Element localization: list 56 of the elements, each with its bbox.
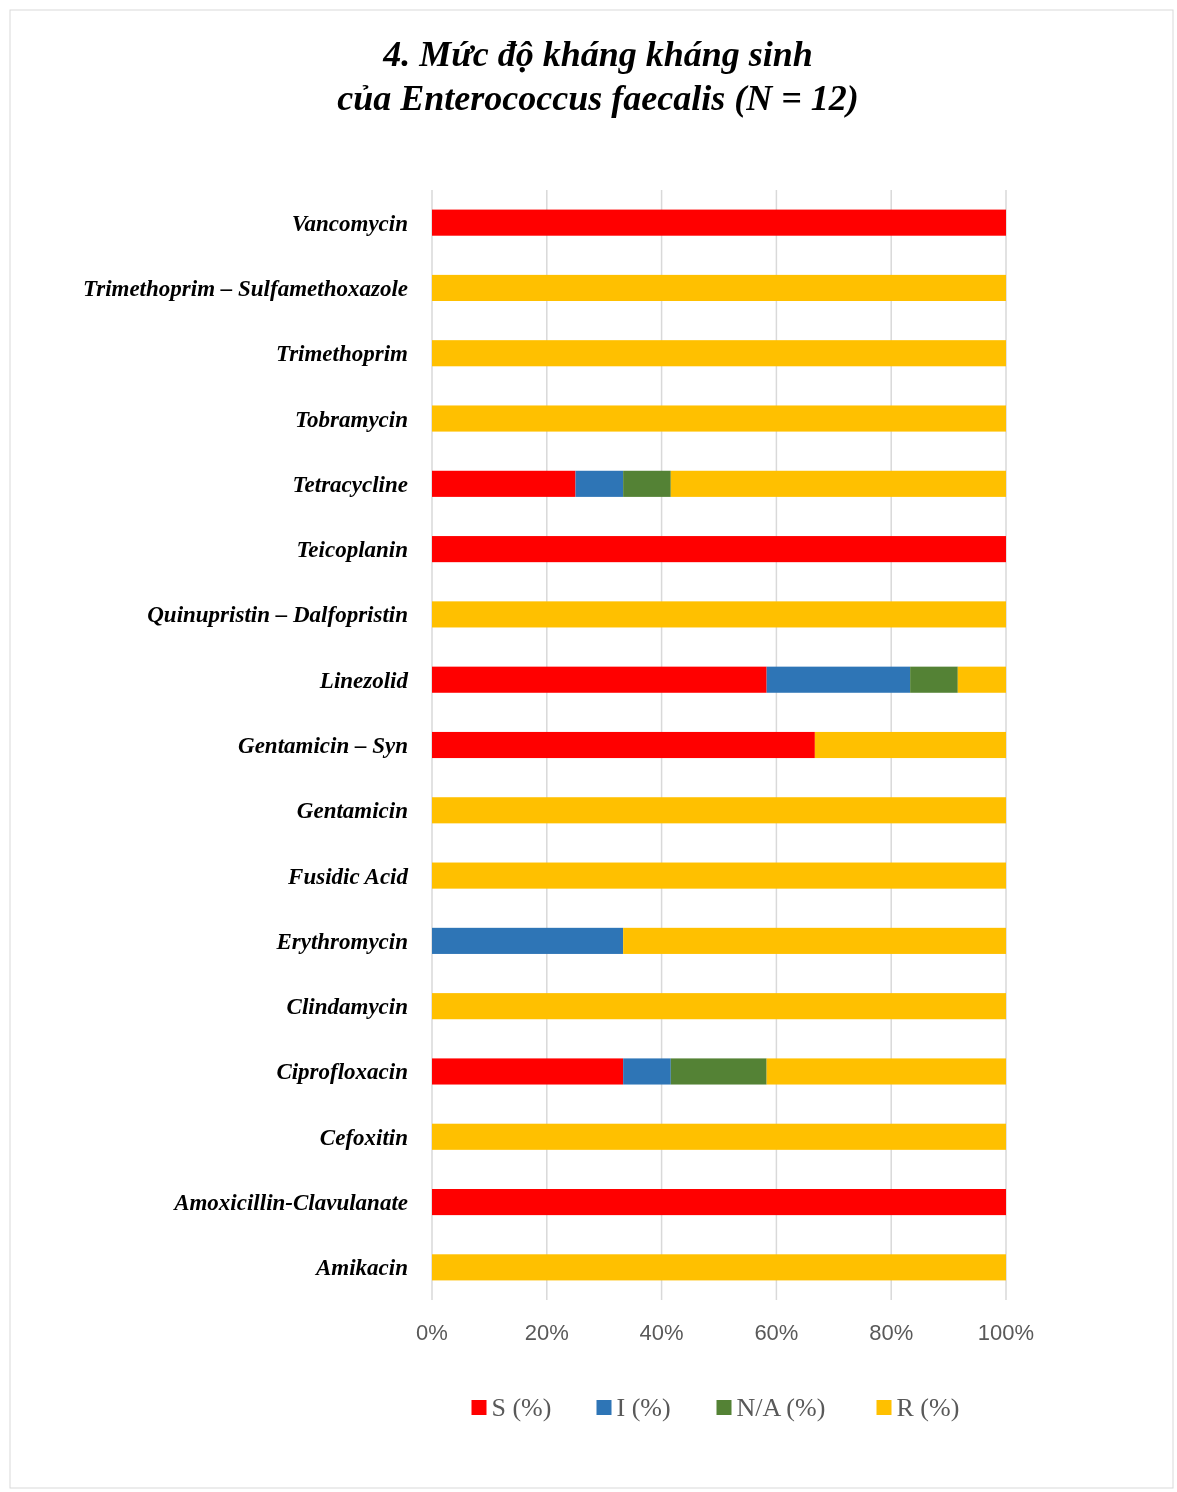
legend-label: I (%) (616, 1393, 671, 1422)
x-tick-label: 60% (754, 1320, 799, 1345)
legend-label: S (%) (491, 1393, 552, 1422)
y-tick-label: Vancomycin (291, 210, 408, 236)
bar (432, 470, 576, 497)
y-tick-label: Fusidic Acid (287, 863, 409, 889)
bar (432, 666, 767, 693)
bar (432, 209, 1006, 236)
y-tick-label: Linezolid (318, 667, 409, 693)
bar (432, 993, 1006, 1020)
y-tick-label: Quinupristin – Dalfopristin (147, 602, 408, 628)
y-tick-label: Amikacin (313, 1255, 408, 1281)
bar (623, 470, 671, 497)
bar (432, 797, 1006, 824)
bar (670, 1058, 767, 1085)
y-tick-label: Tobramycin (295, 406, 408, 432)
bar (623, 1058, 671, 1085)
bar (575, 470, 624, 497)
y-tick-label: Teicoplanin (296, 537, 408, 563)
y-tick-label: Gentamicin – Syn (238, 733, 408, 758)
y-tick-label: Tetracycline (292, 471, 408, 497)
y-tick-label: Clindamycin (286, 994, 408, 1020)
y-tick-label: Trimethoprim (275, 341, 408, 367)
y-tick-label: Ciprofloxacin (276, 1059, 408, 1085)
bar (432, 862, 1006, 889)
bar (814, 731, 1006, 759)
bar (432, 601, 1006, 628)
bar (670, 470, 1006, 497)
bar (623, 927, 1006, 954)
x-tick-label: 100% (977, 1320, 1035, 1345)
x-tick-label: 20% (524, 1320, 569, 1345)
bar (766, 666, 911, 693)
y-tick-label: Cefoxitin (319, 1124, 408, 1150)
x-tick-label: 0% (416, 1320, 448, 1345)
x-tick-label: 40% (639, 1320, 684, 1345)
bar (432, 1123, 1006, 1150)
legend-label: R (%) (896, 1393, 960, 1422)
bar (432, 405, 1006, 432)
bar (432, 536, 1006, 563)
y-tick-label: Erythromycin (275, 928, 408, 954)
bar (766, 1058, 1006, 1085)
bar (432, 1254, 1006, 1281)
bar (432, 340, 1006, 367)
bar (910, 666, 958, 693)
bar (432, 1058, 624, 1085)
bar (432, 927, 624, 954)
bar (957, 666, 1006, 693)
y-tick-label: Trimethoprim – Sulfamethoxazole (82, 275, 408, 301)
y-tick-label: Amoxicillin-Clavulanate (172, 1190, 408, 1216)
bar (432, 274, 1006, 301)
legend-label: N/A (%) (736, 1393, 826, 1422)
chart-title: 4. Mức độ kháng kháng sinh của Enterococcus faecalis (N = 12) (337, 34, 859, 118)
bar (432, 1189, 1006, 1216)
y-tick-label: Gentamicin (296, 798, 408, 824)
x-tick-label: 80% (869, 1320, 914, 1345)
bar (432, 731, 815, 759)
